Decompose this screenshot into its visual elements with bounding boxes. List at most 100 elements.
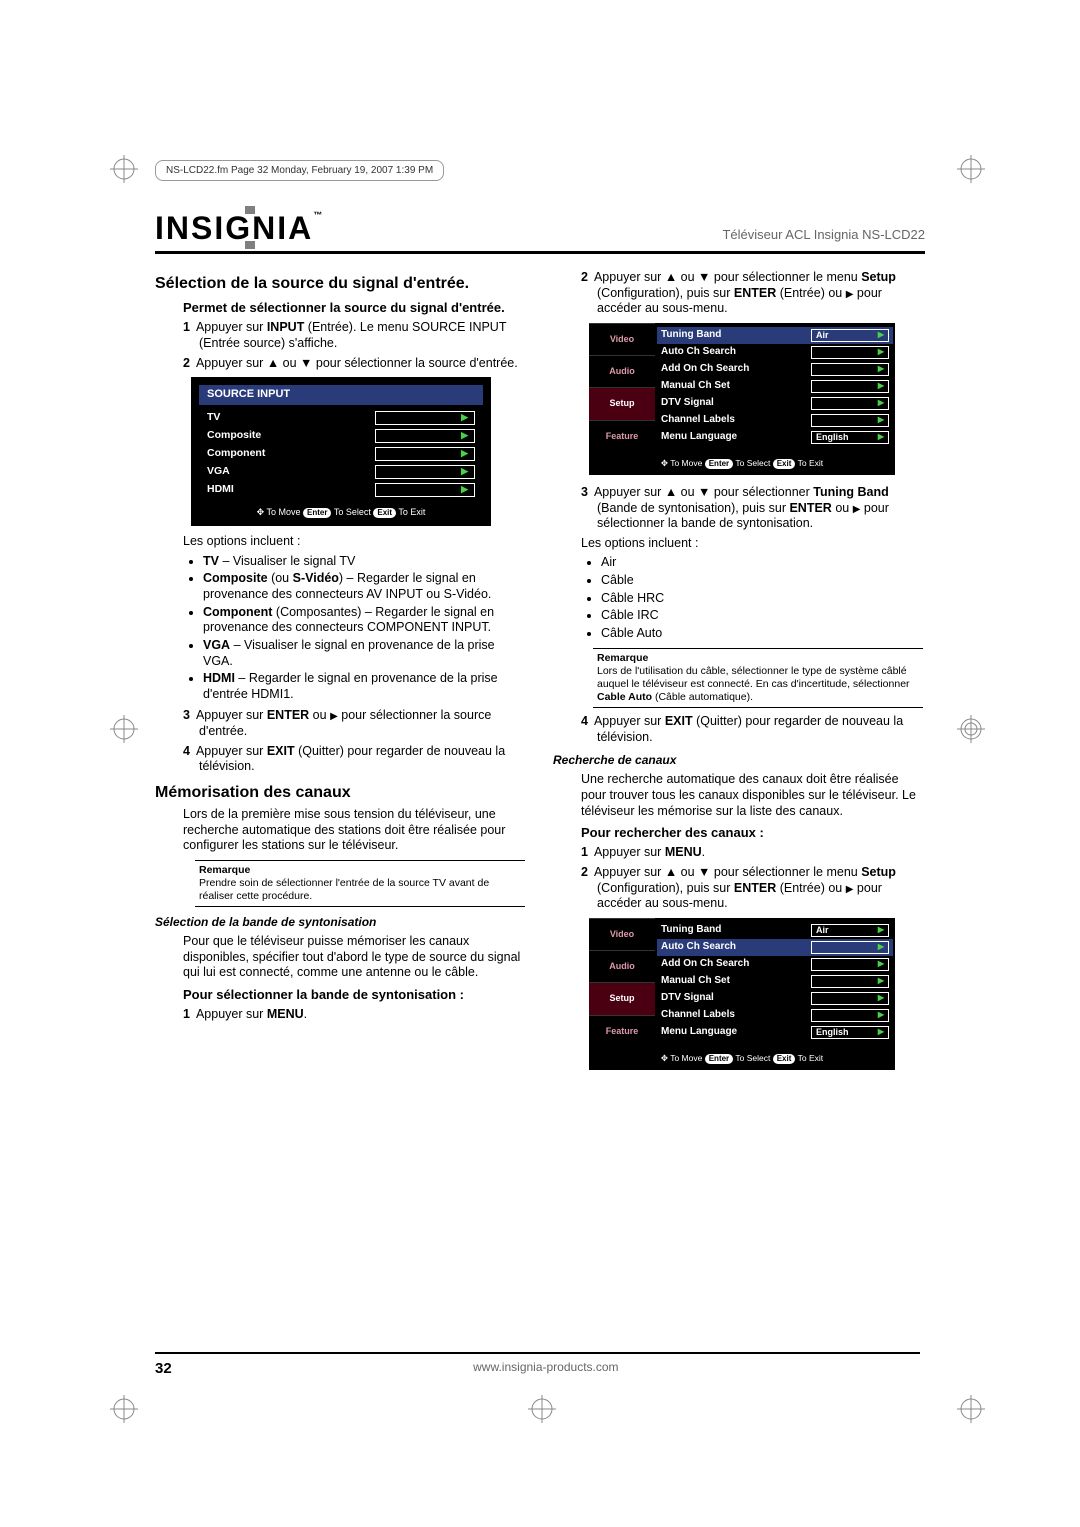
osd-row: DTV Signal ▶ bbox=[661, 990, 889, 1007]
step-text: 1Appuyer sur MENU. bbox=[581, 845, 923, 861]
osd-value-box: English▶ bbox=[811, 1026, 889, 1039]
osd-row-label: Manual Ch Set bbox=[661, 380, 805, 393]
triangle-right-icon: ▶ bbox=[878, 925, 884, 935]
osd-tab: Setup bbox=[589, 387, 655, 419]
subheading-search: Pour rechercher des canaux : bbox=[581, 825, 923, 841]
triangle-right-icon: ▶ bbox=[878, 415, 884, 425]
triangle-right-icon: ▶ bbox=[878, 959, 884, 969]
crop-mark-icon bbox=[110, 715, 138, 743]
brand-text: INSIGNIA bbox=[155, 210, 313, 246]
page-number: 32 bbox=[155, 1360, 172, 1377]
osd-row: Tuning Band Air▶ bbox=[657, 327, 893, 344]
osd-tab: Audio bbox=[589, 950, 655, 982]
osd-row-label: Add On Ch Search bbox=[661, 363, 805, 376]
osd-row: Add On Ch Search ▶ bbox=[661, 956, 889, 973]
crop-mark-icon bbox=[110, 155, 138, 183]
osd-row-label: Tuning Band bbox=[661, 329, 805, 342]
options-header: Les options incluent : bbox=[155, 534, 525, 550]
brand-row: INSIGNIA™ Téléviseur ACL Insignia NS-LCD… bbox=[155, 210, 925, 254]
osd-row: Add On Ch Search ▶ bbox=[661, 361, 889, 378]
osd-row-label: Channel Labels bbox=[661, 414, 805, 427]
osd-value-box: Air▶ bbox=[811, 924, 889, 937]
osd-tab: Video bbox=[589, 918, 655, 950]
paragraph: Lors de la première mise sous tension du… bbox=[155, 807, 525, 854]
option-text: Air bbox=[601, 555, 923, 571]
triangle-right-icon: ▶ bbox=[878, 330, 884, 340]
option-text: Câble Auto bbox=[601, 626, 923, 642]
osd-row: Manual Ch Set ▶ bbox=[661, 378, 889, 395]
crop-mark-icon bbox=[528, 1395, 556, 1423]
osd-row-label: Menu Language bbox=[661, 431, 805, 444]
osd-row-label: Add On Ch Search bbox=[661, 958, 805, 971]
note-box: Remarque Prendre soin de sélectionner l'… bbox=[195, 860, 525, 907]
osd-value-box: ▶ bbox=[811, 992, 889, 1005]
heading-source: Sélection de la source du signal d'entré… bbox=[155, 274, 525, 294]
step-text: 2Appuyer sur ▲ ou ▼ pour sélectionner le… bbox=[581, 865, 923, 912]
osd-title: SOURCE INPUT bbox=[199, 385, 483, 405]
step-text: 3Appuyer sur ▲ ou ▼ pour sélectionner Tu… bbox=[581, 485, 923, 532]
osd-value-box: ▶ bbox=[811, 975, 889, 988]
osd-hint: ✥ To Move Enter To Select Exit To Exit bbox=[589, 452, 895, 475]
triangle-right-icon: ▶ bbox=[461, 484, 468, 495]
step-text: 4Appuyer sur EXIT (Quitter) pour regarde… bbox=[581, 714, 923, 745]
right-column: 2Appuyer sur ▲ ou ▼ pour sélectionner le… bbox=[553, 266, 923, 1080]
options-header: Les options incluent : bbox=[553, 536, 923, 552]
osd-row-label: DTV Signal bbox=[661, 992, 805, 1005]
triangle-right-icon: ▶ bbox=[878, 381, 884, 391]
triangle-right-icon: ▶ bbox=[878, 976, 884, 986]
note-body: Lors de l'utilisation du câble, sélectio… bbox=[597, 665, 910, 703]
step-text: 4Appuyer sur EXIT (Quitter) pour regarde… bbox=[183, 744, 525, 775]
note-title: Remarque bbox=[597, 652, 648, 664]
note-body: Prendre soin de sélectionner l'entrée de… bbox=[199, 877, 489, 902]
osd-row-label: Tuning Band bbox=[661, 924, 805, 937]
osd-row: Channel Labels▶ bbox=[661, 1007, 889, 1024]
osd-row-label: Composite bbox=[207, 429, 367, 442]
footer-url: www.insignia-products.com bbox=[172, 1360, 920, 1377]
osd-tab: Video bbox=[589, 323, 655, 355]
option-text: Câble HRC bbox=[601, 591, 923, 607]
osd-row-label: DTV Signal bbox=[661, 397, 805, 410]
osd-tab: Feature bbox=[589, 1015, 655, 1047]
osd-value-box: ▶ bbox=[811, 346, 889, 359]
osd-row-label: VGA bbox=[207, 465, 367, 478]
osd-row: Tuning Band Air▶ bbox=[661, 922, 889, 939]
crop-mark-icon bbox=[110, 1395, 138, 1423]
osd-hint: ✥ To Move Enter To Select Exit To Exit bbox=[199, 507, 483, 518]
osd-row: Manual Ch Set▶ bbox=[661, 973, 889, 990]
osd-row: DTV Signal ▶ bbox=[661, 395, 889, 412]
model-label: Téléviseur ACL Insignia NS-LCD22 bbox=[722, 227, 925, 242]
triangle-right-icon: ▶ bbox=[878, 942, 884, 952]
triangle-right-icon: ▶ bbox=[878, 398, 884, 408]
osd-tab: Feature bbox=[589, 420, 655, 452]
osd-row: Auto Ch Search ▶ bbox=[661, 344, 889, 361]
step-text: 1Appuyer sur INPUT (Entrée). Le menu SOU… bbox=[183, 320, 525, 351]
note-box: Remarque Lors de l'utilisation du câble,… bbox=[593, 648, 923, 709]
osd-setup-menu: VideoAudioSetupFeature Tuning Band Air▶ Aut… bbox=[589, 918, 895, 1070]
osd-row-label: TV bbox=[207, 411, 367, 424]
osd-row-label: Component bbox=[207, 447, 367, 460]
osd-value-box: ▶ bbox=[811, 363, 889, 376]
paragraph: Pour que le téléviseur puisse mémoriser … bbox=[155, 934, 525, 981]
heading-band: Sélection de la bande de syntonisation bbox=[155, 915, 525, 930]
header-stamp: NS-LCD22.fm Page 32 Monday, February 19,… bbox=[155, 160, 444, 181]
step-text: 2Appuyer sur ▲ ou ▼ pour sélectionner la… bbox=[183, 356, 525, 372]
paragraph: Une recherche automatique des canaux doi… bbox=[553, 772, 923, 819]
osd-value-box: ▶ bbox=[811, 414, 889, 427]
page: NS-LCD22.fm Page 32 Monday, February 19,… bbox=[0, 0, 1080, 1527]
triangle-right-icon: ▶ bbox=[461, 466, 468, 477]
osd-row-label: Auto Ch Search bbox=[661, 941, 805, 954]
osd-value-box: ▶ bbox=[811, 958, 889, 971]
osd-row: Menu LanguageEnglish▶ bbox=[661, 1024, 889, 1041]
heading-search: Recherche de canaux bbox=[553, 753, 923, 768]
osd-tab: Setup bbox=[589, 982, 655, 1014]
triangle-right-icon: ▶ bbox=[461, 412, 468, 423]
option-text: Câble IRC bbox=[601, 608, 923, 624]
osd-row-label: Auto Ch Search bbox=[661, 346, 805, 359]
option-text: HDMI – Regarder le signal en provenance … bbox=[203, 671, 525, 702]
option-text: Câble bbox=[601, 573, 923, 589]
osd-row: Auto Ch Search ▶ bbox=[657, 939, 893, 956]
heading-memorize: Mémorisation des canaux bbox=[155, 783, 525, 803]
trademark: ™ bbox=[313, 210, 324, 220]
triangle-right-icon: ▶ bbox=[461, 430, 468, 441]
osd-value-box: Air▶ bbox=[811, 329, 889, 342]
